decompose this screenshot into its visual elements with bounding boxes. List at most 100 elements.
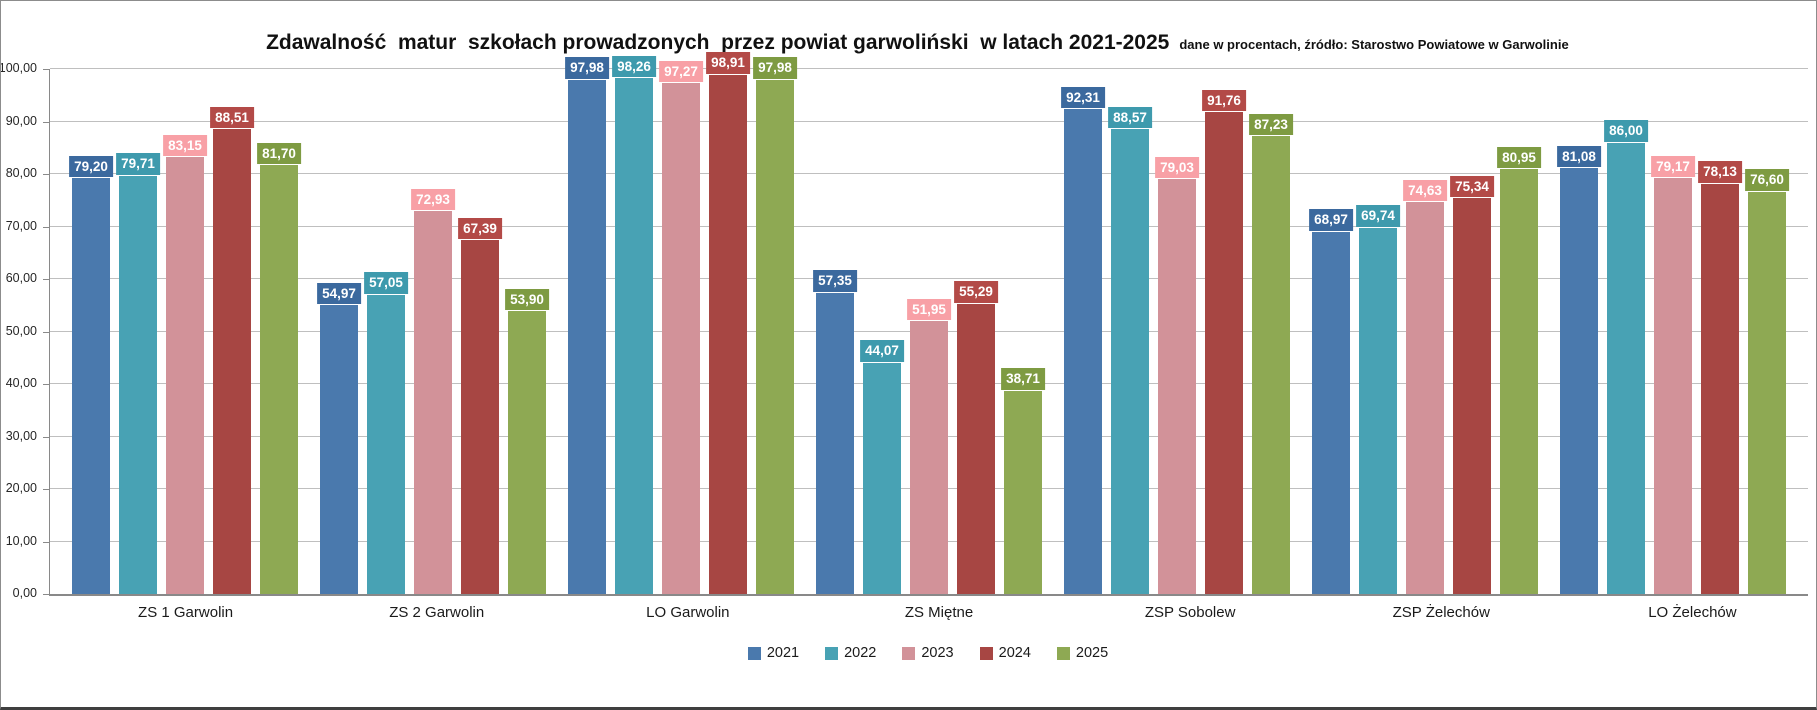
gridline-70 [50, 225, 1808, 227]
bar-value-label-2022-zsp-sobolew: 88,57 [1108, 106, 1152, 129]
bar-value-label-2021-zsp-sobolew: 92,31 [1061, 86, 1105, 109]
bar-value-label-2021-zs-1-garwolin: 79,20 [69, 155, 113, 178]
legend: 2021 2022 2023 2024 2025 [49, 645, 1807, 661]
chart-title: Zdawalność matur szkołach prowadzonych p… [266, 31, 1170, 54]
bar-group-lo-elech-w: 81,08 86,00 79,17 78,13 76,60 [1549, 120, 1797, 594]
bar-value-label-2025-lo-garwolin: 97,98 [753, 57, 797, 79]
bar-2023-zsp-elech-w: 74,63 [1403, 179, 1447, 594]
legend-label-2024: 2024 [998, 645, 1031, 661]
bar-value-label-2023-zs-mi-tne: 51,95 [907, 298, 951, 321]
bar-2021-lo-elech-w: 81,08 [1557, 145, 1601, 594]
legend-label-2025: 2025 [1075, 645, 1109, 661]
bar-2021-zs-2-garwolin: 54,97 [317, 282, 361, 594]
legend-item-2021: 2021 [747, 645, 800, 661]
bar-value-label-2025-zs-mi-tne: 38,71 [1001, 368, 1045, 390]
bar-2021-zs-mi-tne: 57,35 [813, 270, 857, 594]
bar-group-zsp-elech-w: 68,97 69,74 74,63 75,34 80,95 [1301, 146, 1549, 594]
bar-2024-zs-mi-tne: 55,29 [954, 281, 998, 594]
legend-label-2022: 2022 [844, 645, 877, 661]
y-axis-tick-mark [43, 121, 49, 123]
bar-2025-zsp-elech-w: 80,95 [1497, 146, 1541, 594]
bar-2024-zs-1-garwolin: 88,51 [210, 106, 254, 594]
y-axis: 0,00 10,00 20,00 30,00 40,00 50,00 60,00 70,00 8… [1, 61, 49, 600]
bar-group-zs-mi-tne: 57,35 44,07 51,95 55,29 38,71 [805, 270, 1053, 594]
x-axis-label-lo-garwolin: LO Garwolin [646, 604, 730, 621]
bar-value-label-2023-zsp-sobolew: 79,03 [1155, 156, 1199, 179]
y-axis-tick-label-30: 30,00 [5, 428, 37, 443]
y-axis-tick-label-100: 100,00 [0, 61, 37, 75]
bar-value-label-2025-zs-1-garwolin: 81,70 [257, 142, 301, 165]
bar-value-label-2025-zsp-sobolew: 87,23 [1249, 113, 1293, 136]
bar-value-label-2024-zsp-sobolew: 91,76 [1202, 89, 1246, 112]
bar-value-label-2024-lo-garwolin: 98,91 [706, 52, 750, 74]
bar-value-label-2022-zsp-elech-w: 69,74 [1356, 205, 1400, 227]
x-axis-labels: ZS 1 Garwolin ZS 2 Garwolin LO Garwolin ZS … [49, 604, 1816, 621]
bar-2022-lo-garwolin: 98,26 [612, 55, 656, 594]
y-axis-tick-label-90: 90,00 [5, 113, 37, 128]
bar-value-label-2024-zsp-elech-w: 75,34 [1450, 175, 1494, 198]
bar-value-label-2022-lo-garwolin: 98,26 [612, 55, 656, 78]
bar-value-label-2021-zsp-elech-w: 68,97 [1309, 209, 1353, 231]
bar-2025-zs-1-garwolin: 81,70 [257, 142, 301, 594]
chart-subtitle: dane w procentach, źródło: Starostwo Pow… [1179, 37, 1569, 52]
bar-value-label-2023-zs-2-garwolin: 72,93 [411, 188, 455, 211]
bar-value-label-2024-lo-elech-w: 78,13 [1698, 161, 1742, 183]
bar-value-label-2022-zs-2-garwolin: 57,05 [364, 272, 408, 294]
bar-value-label-2022-lo-elech-w: 86,00 [1604, 120, 1648, 142]
legend-swatch-icon-2023 [902, 646, 916, 660]
bar-2021-lo-garwolin: 97,98 [565, 57, 609, 594]
legend-label-2021: 2021 [766, 645, 800, 661]
bar-2021-zs-1-garwolin: 79,20 [69, 155, 113, 594]
bar-value-label-2025-zs-2-garwolin: 53,90 [505, 288, 549, 311]
legend-item-2023: 2023 [902, 645, 954, 661]
y-axis-tick-mark [43, 594, 49, 595]
bar-value-label-2021-lo-garwolin: 97,98 [565, 57, 609, 79]
bar-2025-zs-mi-tne: 38,71 [1001, 368, 1045, 594]
x-axis-label-zs-1-garwolin: ZS 1 Garwolin [138, 604, 234, 621]
bar-2021-zsp-sobolew: 92,31 [1061, 86, 1105, 594]
y-axis-tick-mark [43, 489, 49, 490]
bar-2024-zsp-sobolew: 91,76 [1202, 89, 1246, 594]
bar-value-label-2025-lo-elech-w: 76,60 [1745, 169, 1789, 191]
bar-2023-zs-mi-tne: 51,95 [907, 298, 951, 594]
gridline-100 [50, 68, 1808, 69]
y-axis-tick-label-70: 70,00 [5, 218, 37, 233]
y-axis-tick-mark [43, 69, 49, 70]
y-axis-tick-mark [43, 436, 49, 438]
y-axis-tick-label-80: 80,00 [5, 166, 37, 180]
legend-swatch-icon-2022 [825, 646, 839, 660]
bar-value-label-2021-zs-2-garwolin: 54,97 [317, 282, 361, 305]
bar-value-label-2021-lo-elech-w: 81,08 [1557, 145, 1601, 168]
bar-2022-zsp-elech-w: 69,74 [1356, 205, 1400, 594]
y-axis-tick-mark [43, 174, 49, 175]
bar-value-label-2023-zsp-elech-w: 74,63 [1403, 179, 1447, 202]
y-axis-tick-label-10: 10,00 [5, 533, 37, 548]
bar-2023-zsp-sobolew: 79,03 [1155, 156, 1199, 594]
bar-value-label-2022-zs-mi-tne: 44,07 [860, 340, 904, 362]
legend-item-2022: 2022 [825, 645, 876, 661]
bar-value-label-2024-zs-1-garwolin: 88,51 [210, 106, 254, 129]
y-axis-tick-mark [43, 384, 49, 385]
x-axis-label-zsp-sobolew: ZSP Sobolew [1144, 604, 1236, 621]
x-axis-label-lo-elech-w: LO Żelechów [1648, 604, 1737, 621]
bar-2025-lo-elech-w: 76,60 [1745, 169, 1789, 594]
bar-2022-lo-elech-w: 86,00 [1604, 120, 1648, 594]
legend-swatch-icon-2021 [747, 646, 761, 660]
bar-value-label-2023-zs-1-garwolin: 83,15 [163, 134, 207, 157]
bar-groups: 79,20 79,71 83,15 88,51 81,70 54,97 57,05 72,93… [50, 52, 1808, 594]
legend-item-2025: 2025 [1056, 645, 1109, 661]
bar-group-zs-2-garwolin: 54,97 57,05 72,93 67,39 53,90 [309, 188, 557, 594]
y-axis-tick-label-20: 20,00 [5, 481, 37, 495]
bar-2023-zs-2-garwolin: 72,93 [411, 188, 455, 594]
y-axis-tick-label-50: 50,00 [5, 323, 37, 338]
bar-2025-lo-garwolin: 97,98 [753, 57, 797, 594]
bar-value-label-2023-lo-elech-w: 79,17 [1651, 155, 1695, 178]
bar-2022-zs-1-garwolin: 79,71 [116, 153, 160, 594]
bar-2025-zs-2-garwolin: 53,90 [505, 288, 549, 594]
y-axis-tick-label-60: 60,00 [5, 271, 37, 285]
y-axis-tick-mark [43, 226, 49, 228]
bar-2022-zs-mi-tne: 44,07 [860, 340, 904, 594]
bar-2024-zs-2-garwolin: 67,39 [458, 217, 502, 594]
legend-item-2024: 2024 [979, 645, 1031, 661]
gridline-80 [50, 173, 1808, 174]
